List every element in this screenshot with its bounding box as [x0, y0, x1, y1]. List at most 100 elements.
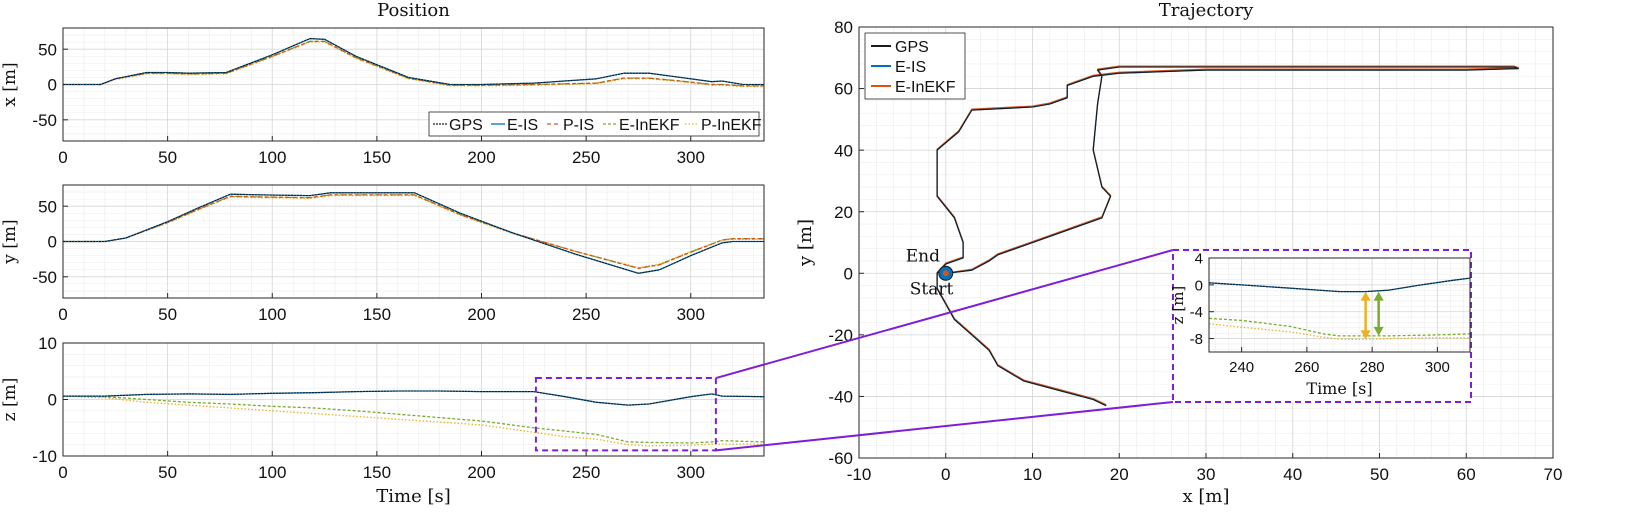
connector-line-top [715, 249, 1174, 379]
y-axis-label: y [m] [795, 219, 816, 267]
legend-label: P-IS [563, 117, 594, 134]
series-line-gps [63, 192, 764, 274]
legend-label: E-InEKF [895, 79, 956, 96]
connector-line-bottom [715, 401, 1174, 452]
x-tick-label: 200 [467, 305, 495, 324]
chart-title: Trajectory [1159, 0, 1254, 21]
x-tick-label: 60 [1457, 465, 1476, 484]
y-tick-label: 0 [48, 391, 57, 410]
series-line-p-inekf [1209, 323, 1470, 340]
x-tick-label: 10 [1023, 465, 1042, 484]
series-line-gps [63, 390, 764, 406]
x-tick-label: 100 [258, 463, 286, 482]
x-tick-label: 300 [677, 305, 705, 324]
legend-item: P-InEKF [685, 117, 762, 134]
x-tick-label: 100 [258, 305, 286, 324]
series-line-p-inekf [63, 395, 764, 447]
x-tick-label: 300 [677, 148, 705, 167]
legend-box [428, 111, 760, 137]
y-tick-label: -50 [32, 111, 57, 130]
legend-item: E-IS [491, 117, 538, 134]
x-tick-label: 20 [1110, 465, 1129, 484]
y-tick-label: -60 [828, 449, 853, 468]
x-tick-label: 250 [572, 148, 600, 167]
x-tick-label: 150 [363, 305, 391, 324]
y-tick-label: -40 [828, 388, 853, 407]
x-tick-label: 0 [58, 463, 67, 482]
y-tick-label: -4 [1190, 304, 1203, 321]
y-tick-label: 20 [834, 203, 853, 222]
y-tick-label: 60 [834, 80, 853, 99]
x-tick-label: 280 [1360, 359, 1385, 376]
legend: GPS E-IS P-IS E-InEKF P-InEKF [428, 111, 762, 137]
series-line-p-inekf [63, 41, 764, 88]
x-tick-label: 200 [467, 148, 495, 167]
x-axis-label: x [m] [1183, 486, 1230, 507]
x-tick-label: 70 [1544, 465, 1563, 484]
y-tick-label: 0 [1195, 277, 1203, 294]
y-tick-label: 0 [48, 233, 57, 252]
legend-item: P-IS [547, 117, 594, 134]
y-tick-label: 40 [834, 141, 853, 160]
error-arrow [1373, 291, 1384, 336]
series-line-gps [936, 66, 1519, 407]
y-axis-label: z [m] [0, 378, 20, 422]
x-tick-label: 250 [572, 305, 600, 324]
x-tick-label: 200 [467, 463, 495, 482]
chart-title: Position [377, 0, 450, 21]
x-tick-label: 0 [58, 305, 67, 324]
end-label: End [906, 246, 940, 266]
legend-label: E-IS [895, 59, 926, 76]
arrow-head-bottom [1360, 330, 1371, 340]
y-tick-label: -8 [1190, 331, 1203, 348]
x-tick-label: 30 [1197, 465, 1216, 484]
x-tick-label: -10 [847, 465, 872, 484]
axes-frame [858, 26, 1554, 459]
zoom-region-box [534, 377, 717, 452]
legend-label: E-IS [507, 117, 538, 134]
legend-item: GPS [871, 39, 929, 56]
y-axis-label: x [m] [0, 62, 20, 106]
legend-item: E-IS [871, 59, 926, 76]
legend-label: GPS [449, 117, 483, 134]
x-axis-label: Time [s] [1306, 379, 1372, 398]
y-tick-label: 0 [844, 264, 853, 283]
x-tick-label: 150 [363, 148, 391, 167]
x-tick-label: 50 [158, 148, 177, 167]
x-tick-label: 240 [1229, 359, 1254, 376]
x-tick-label: 300 [1425, 359, 1450, 376]
axes-frame [62, 184, 765, 299]
x-tick-label: 0 [941, 465, 950, 484]
arrow-head-top [1373, 291, 1384, 301]
x-tick-label: 260 [1294, 359, 1319, 376]
series-line-p-is [63, 40, 764, 87]
series-line-gps [63, 38, 764, 86]
x-tick-label: 50 [1370, 465, 1389, 484]
start-label: Start [910, 279, 954, 299]
series-line-e-inekf [1209, 317, 1470, 337]
error-arrow [1360, 291, 1371, 340]
y-tick-label: -10 [32, 447, 57, 466]
legend: GPS E-IS E-InEKF [864, 32, 966, 100]
x-tick-label: 50 [158, 305, 177, 324]
y-tick-label: -50 [32, 268, 57, 287]
x-tick-label: 0 [58, 148, 67, 167]
axes-frame [62, 342, 765, 457]
legend-label: E-InEKF [619, 117, 680, 134]
x-axis-label: Time [s] [376, 486, 451, 507]
axes-frame [1208, 257, 1471, 353]
x-tick-label: 50 [158, 463, 177, 482]
y-tick-label: 10 [38, 334, 57, 353]
axes-frame [62, 27, 765, 142]
x-tick-label: 40 [1283, 465, 1302, 484]
x-tick-label: 250 [572, 463, 600, 482]
x-tick-label: 100 [258, 148, 286, 167]
y-tick-label: 50 [38, 40, 57, 59]
plot-area [1209, 258, 1470, 352]
legend-label: P-InEKF [701, 117, 762, 134]
start-end-marker-center [942, 270, 949, 277]
